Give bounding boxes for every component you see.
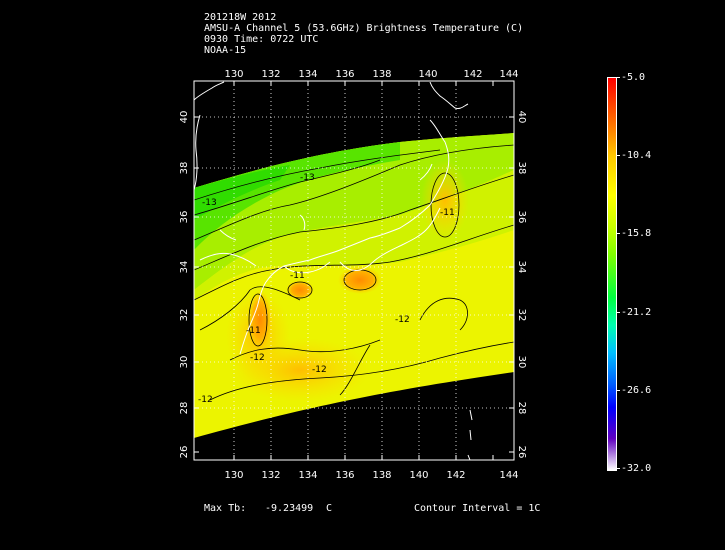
colorbar-label: -10.4 — [621, 150, 652, 161]
lat-label: 38 — [179, 162, 190, 175]
lon-label: 140 — [409, 470, 428, 481]
lat-lon-grid — [194, 81, 514, 460]
lon-label: 144 — [499, 470, 518, 481]
coastline — [194, 81, 473, 460]
colorbar-label: -5.0 — [621, 72, 646, 83]
contour-label: -11 — [246, 326, 261, 336]
colorbar-legend: -5.0 -10.4 -15.8 -21.2 -26.6 -32.0 — [605, 72, 705, 474]
colorbar-tick — [616, 233, 620, 234]
time-title: 0930 Time: 0722 UTC — [204, 34, 319, 45]
lon-label: 138 — [372, 470, 391, 481]
lon-label: 130 — [224, 69, 243, 80]
warm-region-south — [230, 338, 370, 402]
lat-label: 28 — [179, 402, 190, 415]
lon-label: 136 — [335, 470, 354, 481]
contour-label: -12 — [198, 395, 213, 405]
lat-label: 40 — [179, 111, 190, 124]
hot-spot-kyushu — [248, 290, 272, 350]
map-frame — [193, 80, 515, 461]
storm-id-title: 201218W 2012 — [204, 12, 277, 23]
lon-label: 136 — [335, 69, 354, 80]
lon-labels-bottom: 130 132 134 136 138 140 142 144 — [224, 470, 518, 481]
transition-band — [194, 170, 514, 300]
lat-label: 36 — [179, 211, 190, 224]
lon-label: 132 — [261, 69, 280, 80]
channel-title: AMSU-A Channel 5 (53.6GHz) Brightness Te… — [204, 23, 524, 34]
colorbar-gradient — [607, 77, 617, 471]
cold-core — [194, 165, 290, 220]
contour-label: -13 — [300, 173, 315, 183]
lat-labels-right: 40 38 36 34 32 30 28 26 — [516, 111, 527, 459]
colorbar-label: -15.8 — [621, 228, 652, 239]
colorbar-tick — [616, 155, 620, 156]
satellite-title: NOAA-15 — [204, 45, 247, 56]
lon-label: 130 — [224, 470, 243, 481]
lat-label: 34 — [516, 261, 527, 274]
map-header: 201218W 2012 AMSU-A Channel 5 (53.6GHz) … — [204, 12, 523, 56]
axis-ticks — [194, 81, 514, 460]
lat-label: 32 — [516, 309, 527, 322]
contour-lines — [194, 144, 514, 401]
contour-labels: -13 -13 -11 -12 -12 -11 -11 -12 -12 — [198, 173, 455, 405]
lat-label: 38 — [516, 162, 527, 175]
coldest-region-band — [194, 142, 400, 250]
colorbar-tick — [616, 312, 620, 313]
colorbar-tick — [616, 468, 620, 469]
lon-label: 138 — [372, 69, 391, 80]
max-tb-label: Max Tb: — [204, 503, 247, 514]
contour-label: -11 — [440, 208, 455, 218]
lon-label: 142 — [463, 69, 482, 80]
lat-label: 26 — [179, 446, 190, 459]
lon-label: 140 — [418, 69, 437, 80]
lon-label: 132 — [261, 470, 280, 481]
contour-label: -11 — [290, 271, 305, 281]
colorbar-label: -26.6 — [621, 385, 652, 396]
lat-label: 28 — [516, 402, 527, 415]
lon-labels-top: 130 132 134 136 138 140 142 144 — [224, 69, 518, 80]
lon-label: 142 — [446, 470, 465, 481]
colorbar-tick — [616, 390, 620, 391]
max-tb-unit: C — [326, 503, 333, 514]
lon-label: 134 — [298, 470, 317, 481]
colorbar-label: -32.0 — [621, 463, 652, 474]
lat-labels-left: 40 38 36 34 32 30 28 26 — [179, 111, 190, 459]
lat-label: 40 — [516, 111, 527, 124]
colorbar-label: -21.2 — [621, 307, 652, 318]
lat-label: 34 — [179, 261, 190, 274]
colorbar-tick — [616, 77, 620, 78]
lat-label: 30 — [179, 356, 190, 369]
lat-label: 30 — [516, 356, 527, 369]
lon-label: 134 — [298, 69, 317, 80]
lon-label: 144 — [499, 69, 518, 80]
lat-label: 36 — [516, 211, 527, 224]
max-tb-value: -9.23499 — [265, 503, 314, 514]
contour-interval: Contour Interval = 1C — [414, 503, 541, 514]
lat-label: 26 — [516, 446, 527, 459]
contour-label: -13 — [202, 198, 217, 208]
lat-label: 32 — [179, 309, 190, 322]
contour-label: -12 — [250, 353, 265, 363]
contour-label: -12 — [395, 315, 410, 325]
hot-spot-shikoku — [286, 280, 314, 300]
contour-label: -12 — [312, 365, 327, 375]
